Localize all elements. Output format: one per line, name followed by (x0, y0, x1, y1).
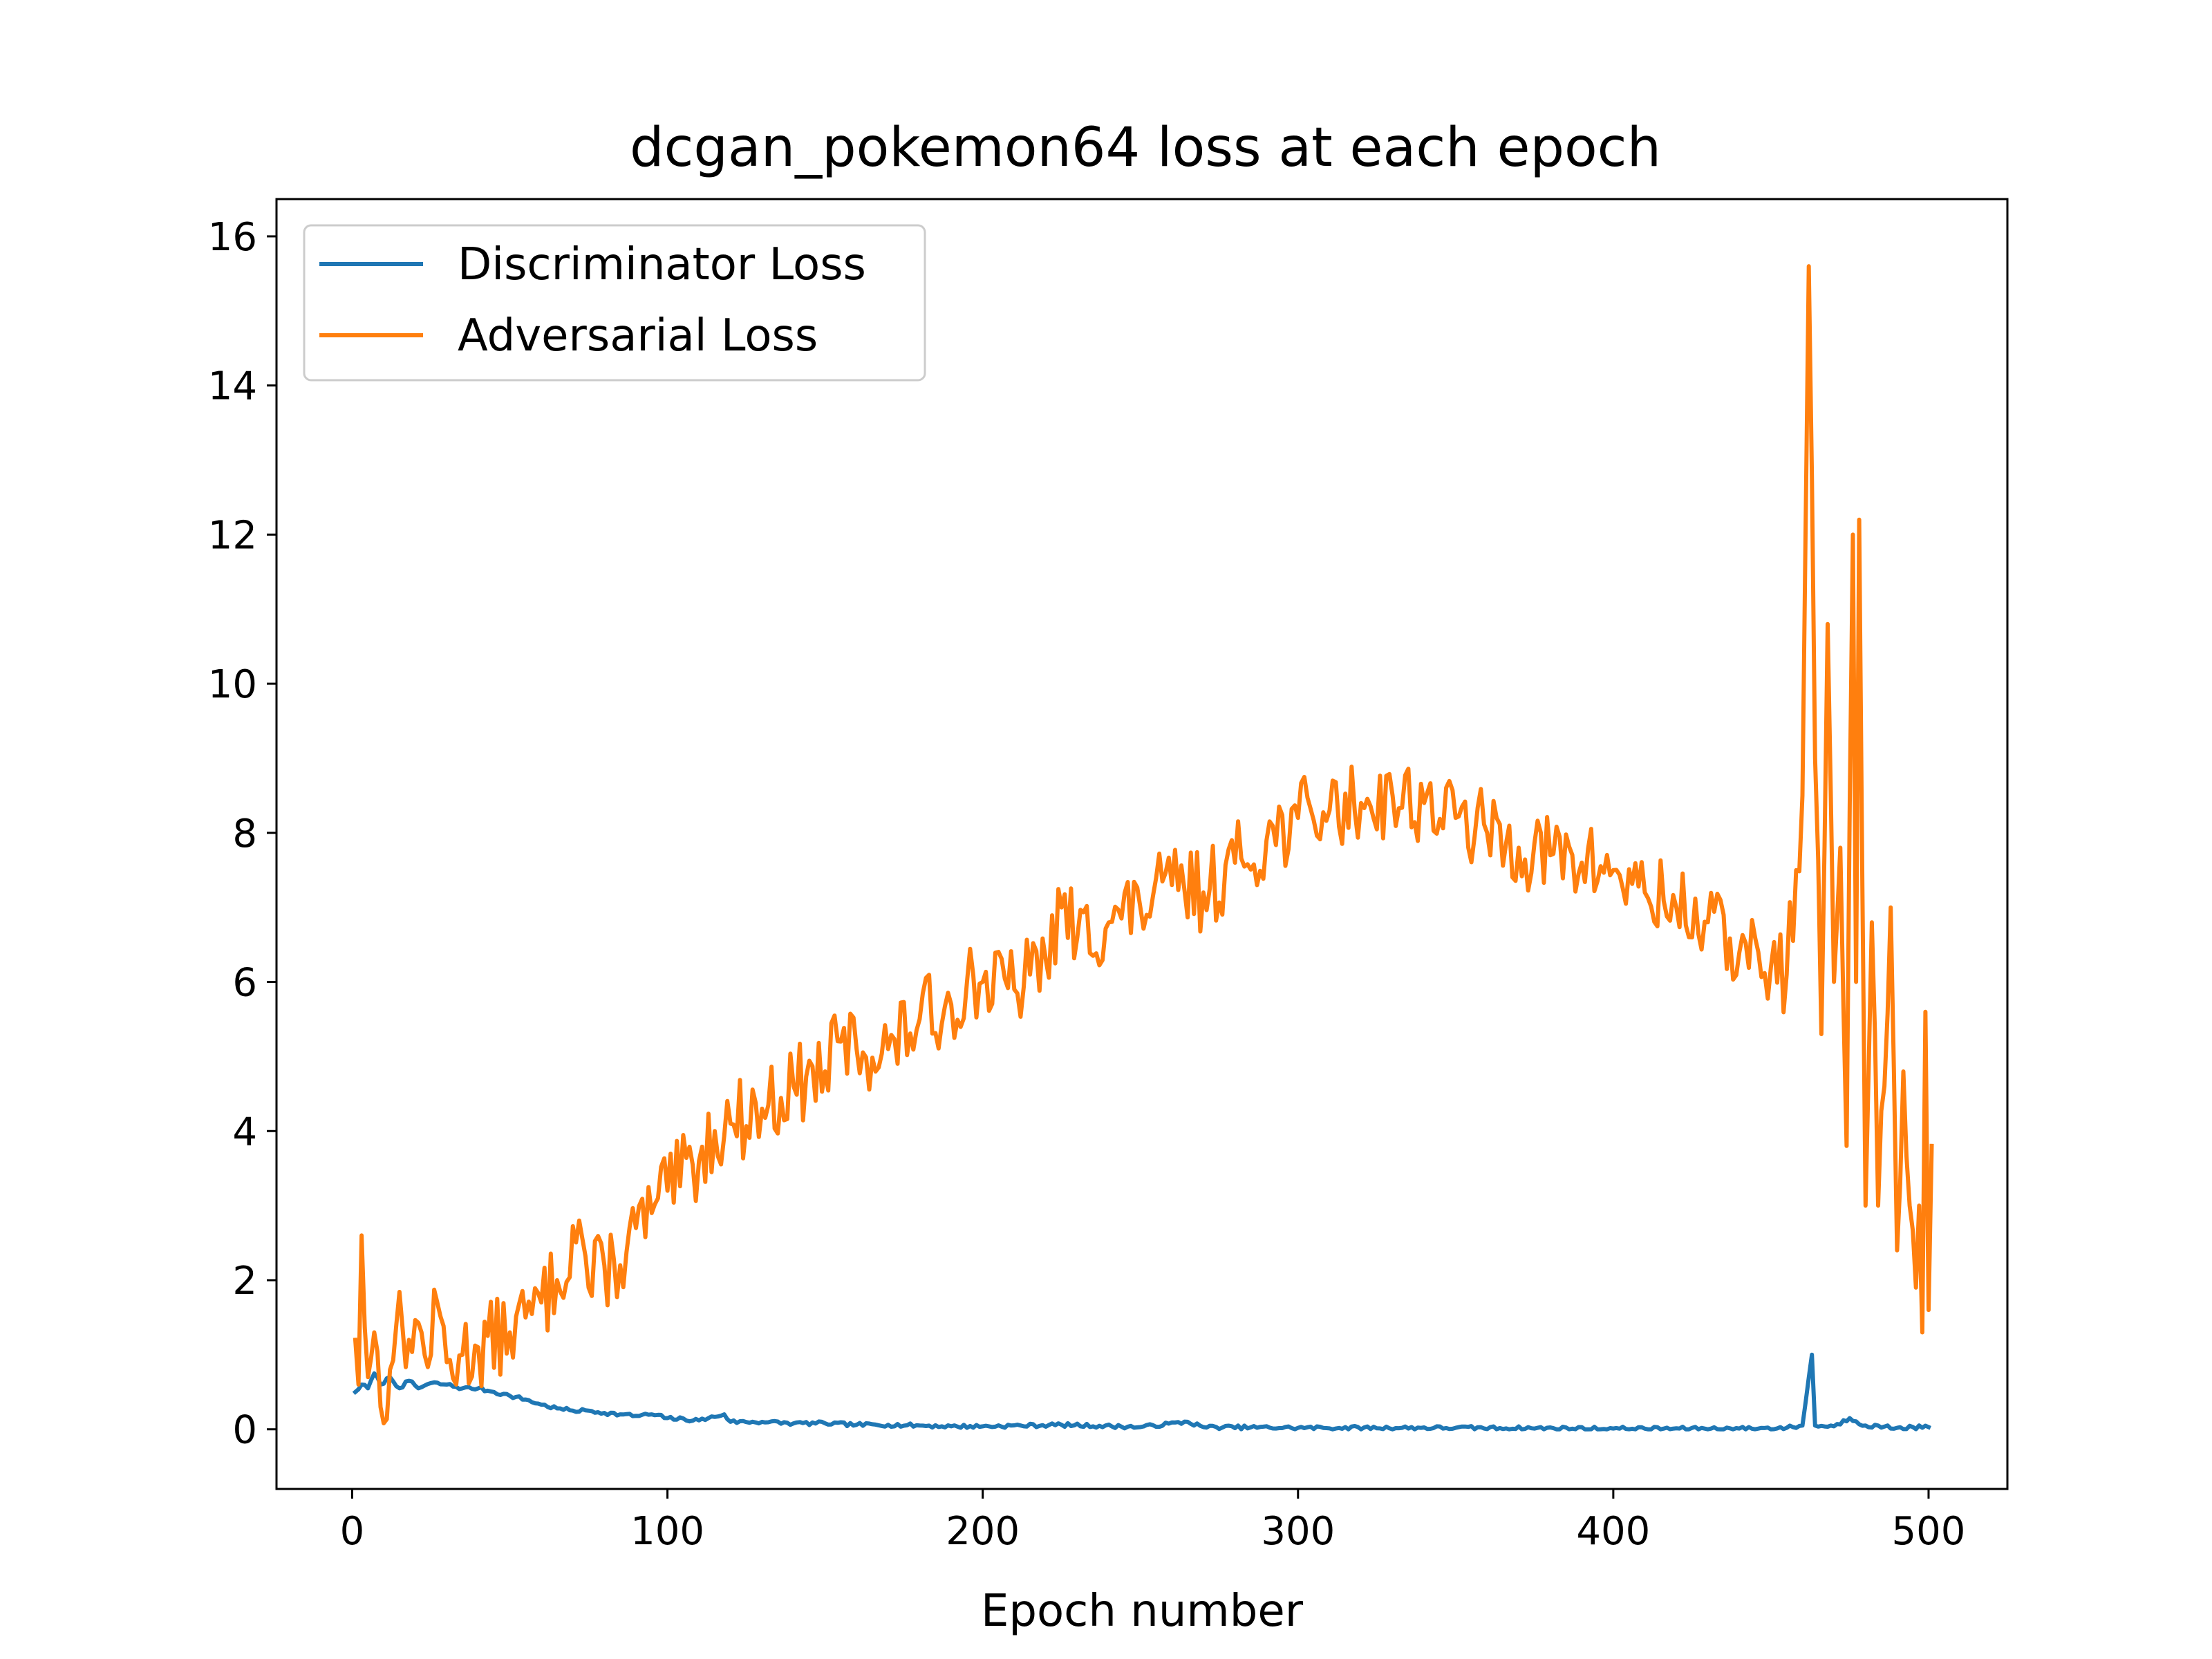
y-tick-label: 2 (232, 1259, 257, 1304)
y-tick-label: 10 (208, 662, 257, 707)
y-tick-label: 0 (232, 1408, 257, 1453)
x-axis-label: Epoch number (981, 1586, 1304, 1637)
y-tick-label: 16 (208, 215, 257, 260)
legend: Discriminator Loss Adversarial Loss (303, 224, 926, 382)
x-tick-label: 200 (946, 1509, 1020, 1554)
legend-label-discriminator: Discriminator Loss (458, 239, 866, 290)
y-tick-label: 4 (232, 1109, 257, 1154)
x-tick-label: 500 (1892, 1509, 1966, 1554)
y-tick-label: 12 (208, 513, 257, 558)
x-tick-label: 0 (340, 1509, 365, 1554)
legend-label-adversarial: Adversarial Loss (458, 310, 818, 362)
series-line-adversarial-loss (353, 264, 1934, 1425)
series-line-discriminator-loss (352, 1352, 1931, 1432)
plot-frame (275, 198, 2009, 1490)
y-tick-label: 14 (208, 364, 257, 409)
y-axis-ticks: 0 2 4 6 8 10 12 14 16 (208, 215, 276, 1453)
x-tick-label: 400 (1576, 1509, 1650, 1554)
y-tick-label: 6 (232, 961, 257, 1006)
plot-lines (352, 264, 1934, 1432)
y-tick-label: 8 (232, 812, 257, 856)
chart-title: dcgan_pokemon64 loss at each epoch (630, 117, 1661, 179)
legend-box (303, 224, 926, 382)
x-tick-label: 100 (630, 1509, 704, 1554)
x-axis-ticks: 0 100 200 300 400 500 (340, 1489, 1966, 1554)
x-tick-label: 300 (1261, 1509, 1335, 1554)
